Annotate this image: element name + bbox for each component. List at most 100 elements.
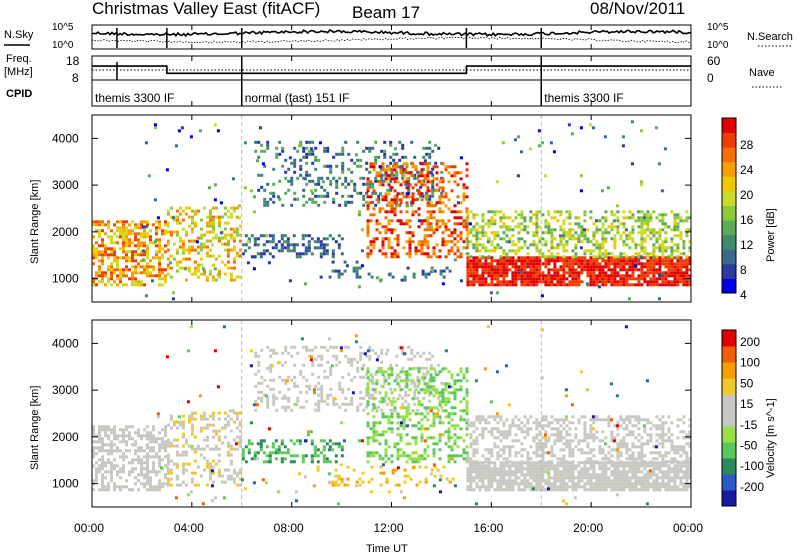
echo-cell: [389, 143, 393, 147]
echo-cell: [387, 177, 391, 181]
echo-cell: [366, 177, 370, 181]
echo-cell: [423, 391, 427, 395]
echo-cell: [622, 467, 626, 471]
echo-cell: [184, 230, 188, 234]
echo-cell: [670, 467, 674, 471]
echo-cell: [374, 390, 378, 394]
echo-cell: [113, 434, 116, 438]
echo-cell: [466, 265, 470, 269]
echo-cell: [369, 436, 373, 440]
echo-cell: [393, 379, 397, 383]
echo-cell: [122, 455, 125, 459]
echo-cell: [137, 446, 140, 450]
echo-cell: [526, 225, 530, 229]
echo-cell: [676, 283, 680, 287]
echo-cell: [532, 470, 536, 474]
echo-cell: [628, 283, 632, 287]
echo-cell: [280, 460, 284, 464]
echo-cell: [143, 253, 146, 257]
echo-cell: [631, 231, 635, 235]
echo-cell: [655, 216, 659, 220]
echo-cell: [362, 194, 366, 198]
echo-cell: [631, 259, 635, 263]
echo-cell: [119, 449, 122, 453]
echo-cell: [208, 414, 212, 418]
echo-cell: [381, 385, 385, 389]
echo-cell: [229, 459, 233, 463]
echo-cell: [502, 451, 506, 455]
echo-cell: [559, 479, 563, 483]
echo-cell: [122, 440, 125, 444]
echo-cell: [290, 203, 294, 207]
echo-cell: [475, 271, 479, 275]
echo-cell: [493, 473, 497, 477]
echo-cell: [423, 382, 427, 386]
echo-cell: [493, 488, 497, 492]
echo-cell: [107, 256, 110, 260]
echo-cell: [202, 417, 206, 421]
echo-cell: [98, 488, 101, 492]
echo-cell: [462, 198, 466, 202]
echo-cell: [223, 242, 227, 246]
echo-cell: [595, 274, 599, 278]
echo-cell: [268, 252, 272, 256]
echo-cell: [601, 283, 605, 287]
echo-cell: [526, 457, 530, 461]
echo-cell: [134, 244, 137, 248]
echo-cell: [146, 452, 149, 456]
echo-cell: [679, 219, 683, 223]
echo-cell: [122, 274, 125, 278]
echo-cell: [426, 216, 430, 220]
echo-cell: [673, 262, 677, 266]
echo-cell: [134, 449, 137, 453]
echo-cell: [107, 485, 110, 489]
echo-cell: [271, 246, 275, 250]
echo-cell: [381, 246, 385, 250]
echo-cell: [505, 228, 509, 232]
echo-cell: [155, 473, 158, 477]
echo-cell: [481, 467, 485, 471]
echo-cell: [541, 231, 545, 235]
echo-cell: [459, 255, 463, 259]
echo-cell: [631, 485, 635, 489]
echo-cell: [538, 271, 542, 275]
echo-cell: [639, 180, 643, 184]
echo-cell: [196, 447, 200, 451]
echo-cell: [417, 367, 421, 371]
echo-cell: [552, 150, 556, 154]
echo-cell: [326, 375, 330, 379]
echo-cell: [499, 210, 503, 214]
echo-cell: [326, 360, 330, 364]
echo-cell: [640, 476, 644, 480]
echo-cell: [517, 213, 521, 217]
echo-cell: [517, 265, 521, 269]
echo-cell: [529, 476, 533, 480]
echo-cell: [137, 241, 140, 245]
echo-cell: [514, 461, 518, 465]
echo-cell: [392, 173, 396, 177]
echo-cell: [466, 485, 470, 489]
echo-cell: [390, 412, 394, 416]
echo-cell: [419, 185, 423, 189]
echo-cell: [511, 485, 515, 489]
echo-cell: [92, 440, 95, 444]
echo-cell: [284, 405, 288, 409]
echo-cell: [269, 348, 273, 352]
echo-cell: [556, 274, 560, 278]
echo-cell: [441, 282, 445, 286]
echo-cell: [528, 219, 532, 223]
echo-cell: [144, 141, 148, 145]
echo-cell: [396, 204, 400, 208]
echo-cell: [314, 155, 318, 159]
echo-cell: [655, 237, 659, 241]
echo-cell: [640, 246, 644, 250]
echo-cell: [511, 421, 515, 425]
echo-cell: [637, 268, 641, 272]
echo-cell: [319, 243, 323, 247]
echo-cell: [538, 488, 542, 492]
echo-cell: [374, 179, 378, 183]
echo-cell: [664, 280, 668, 284]
echo-cell: [357, 213, 361, 217]
echo-cell: [453, 424, 457, 428]
echo-cell: [275, 152, 279, 156]
